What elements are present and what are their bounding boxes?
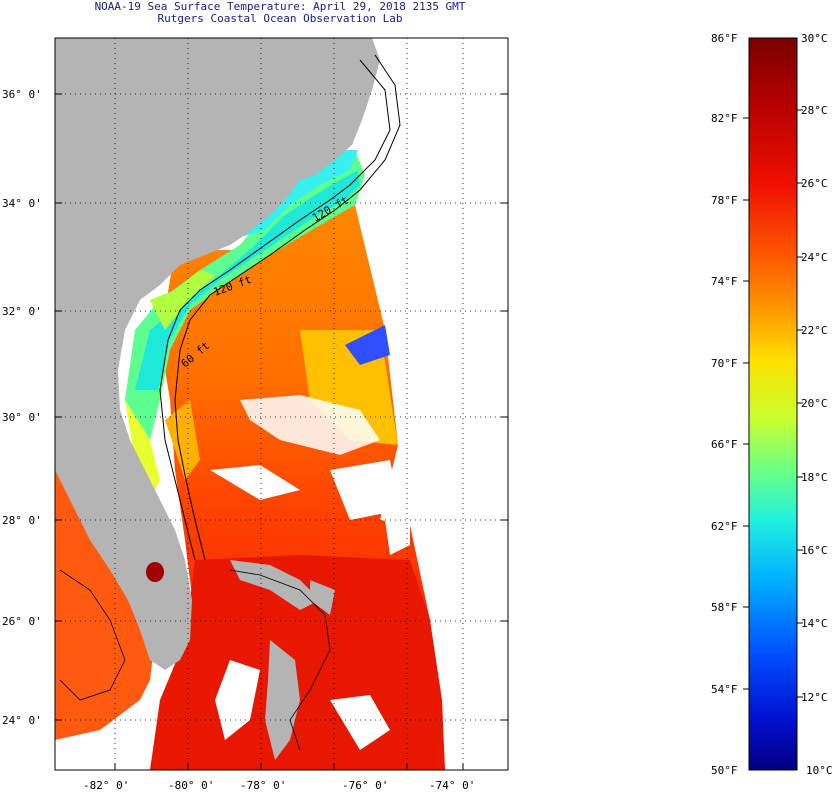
colorbar-f-label: 54°F (711, 683, 738, 696)
colorbar-f-label: 86°F (711, 32, 738, 45)
lat-label: 34° 0' (2, 197, 42, 210)
colorbar-c-label: 20°C (801, 397, 828, 410)
colorbar-c-label: 24°C (801, 251, 828, 264)
colorbar-c-label: 14°C (801, 617, 828, 630)
lat-label: 28° 0' (2, 514, 42, 527)
lon-label: -78° 0' (240, 779, 286, 792)
colorbar-f-label: 82°F (711, 112, 738, 125)
ticks (55, 93, 508, 770)
colorbar-f-label: 74°F (711, 275, 738, 288)
colorbar-c-label: 12°C (801, 691, 828, 704)
colorbar (749, 38, 797, 770)
lon-label: -80° 0' (168, 779, 214, 792)
lat-label: 24° 0' (2, 714, 42, 727)
lat-label: 36° 0' (2, 88, 42, 101)
colorbar-f-label: 58°F (711, 601, 738, 614)
lat-label: 32° 0' (2, 305, 42, 318)
colorbar-c-label: 16°C (801, 544, 828, 557)
colorbar-ticks (743, 109, 803, 698)
colorbar-c-label: 28°C (801, 104, 828, 117)
map-subtitle: Rutgers Coastal Ocean Observation Lab (157, 12, 403, 25)
map-area: 120 ft 60 ft 120 ft (55, 38, 508, 770)
lat-label: 26° 0' (2, 615, 42, 628)
lon-label: -82° 0' (83, 779, 129, 792)
colorbar-f-label: 62°F (711, 520, 738, 533)
map-title: NOAA-19 Sea Surface Temperature: April 2… (94, 0, 466, 13)
lon-label: -76° 0' (342, 779, 388, 792)
colorbar-f-label: 66°F (711, 438, 738, 451)
colorbar-f-label: 78°F (711, 194, 738, 207)
colorbar-f-label: 50°F (711, 764, 738, 777)
lat-label: 30° 0' (2, 411, 42, 424)
lon-label: -74° 0' (429, 779, 475, 792)
colorbar-f-label: 70°F (711, 357, 738, 370)
colorbar-c-label: 30°C (801, 32, 828, 45)
colorbar-c-label: 26°C (801, 177, 828, 190)
colorbar-c-label: 22°C (801, 324, 828, 337)
map-frame (54, 37, 509, 771)
colorbar-c-label: 18°C (801, 471, 828, 484)
colorbar-c-label: 10°C (806, 764, 832, 777)
graticule (55, 38, 508, 770)
